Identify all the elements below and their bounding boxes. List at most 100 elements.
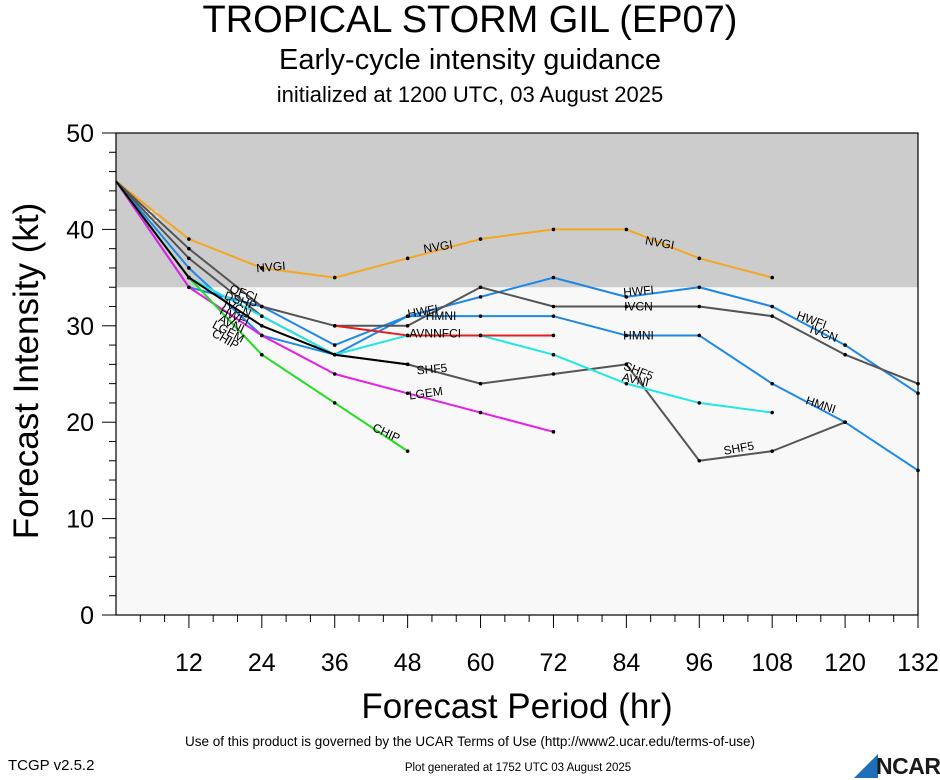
x-tick-label: 24 <box>248 649 276 677</box>
data-point-shf5 <box>770 449 774 453</box>
series-label-shf5: SHF5 <box>722 439 755 458</box>
ncar-logo: NCAR <box>852 752 940 780</box>
series-label-shf5: SHF5 <box>416 361 448 378</box>
data-point-nvgi <box>478 237 483 241</box>
chart-title: TROPICAL STORM GIL (EP07) <box>202 0 738 41</box>
data-point-lgem <box>551 430 556 434</box>
data-point-hwfi <box>624 295 629 299</box>
data-point-ivcn <box>843 352 847 357</box>
series-label-nvgi: NVGI <box>422 238 453 256</box>
y-tick-label: 20 <box>66 409 94 437</box>
x-tick-label: 72 <box>540 649 568 677</box>
data-point-hwfi <box>551 275 556 280</box>
data-point-avni <box>260 314 264 318</box>
data-point-shf5 <box>843 420 847 425</box>
data-point-ivcn <box>405 324 410 328</box>
plot-frame <box>115 132 919 616</box>
series-label-avni: AVNI <box>621 370 651 390</box>
data-point-hmni <box>405 314 410 318</box>
data-point-hwfi <box>770 304 774 309</box>
data-point-chip <box>332 401 337 405</box>
data-point-ivcn <box>697 304 702 309</box>
data-point-chip <box>405 449 410 453</box>
y-tick-label: 10 <box>66 506 94 534</box>
version-label: TCGP v2.5.2 <box>8 757 95 774</box>
data-point-nfci <box>332 324 337 328</box>
data-point-hwfi <box>332 343 337 347</box>
data-point-hmni <box>478 314 483 318</box>
series-label-hmni: HMNI <box>426 309 457 323</box>
x-tick-label: 108 <box>751 649 793 677</box>
series-label-ivcn: IVCN <box>624 300 653 314</box>
x-tick-label: 120 <box>824 649 866 677</box>
data-point-lgem <box>405 391 410 396</box>
data-point-ivcn <box>551 304 556 309</box>
data-point-avni <box>624 381 629 386</box>
data-point-shf5 <box>478 381 483 386</box>
data-point-ivcn <box>187 246 191 251</box>
x-tick-label: 60 <box>467 649 495 677</box>
x-tick-label: 84 <box>612 649 640 677</box>
data-point-lgem <box>187 285 191 290</box>
series-label-avni: AVNI <box>409 327 436 341</box>
data-point-dshp <box>332 352 337 357</box>
y-axis-label: Forecast Intensity (kt) <box>7 203 46 539</box>
data-point-hmni <box>187 266 191 270</box>
data-point-lgem <box>478 410 483 415</box>
x-tick-label: 36 <box>321 649 349 677</box>
data-point-nvgi <box>187 237 191 241</box>
y-tick-label: 30 <box>66 313 94 341</box>
data-point-hwfi <box>478 295 483 299</box>
y-tick-label: 0 <box>80 602 94 630</box>
data-point-nvgi <box>551 227 556 232</box>
x-tick-label: 12 <box>175 649 203 677</box>
series-line-hwfi <box>115 180 919 395</box>
terms-of-use-notice: Use of this product is governed by the U… <box>185 734 755 749</box>
data-point-avni <box>551 352 556 357</box>
data-point-nfci <box>405 333 410 338</box>
data-point-ivcn <box>770 314 774 318</box>
data-point-shf5 <box>697 458 702 463</box>
data-point-chip <box>260 352 264 357</box>
data-point-nvgi <box>260 266 264 270</box>
ncar-logo-text: NCAR <box>876 753 940 779</box>
series-label-lgem: LGEM <box>408 384 444 403</box>
ncar-logo-mark-icon <box>854 754 878 778</box>
data-point-dshp <box>187 275 191 280</box>
series-label-hmni: HMNI <box>623 328 654 342</box>
generated-timestamp: Plot generated at 1752 UTC 03 August 202… <box>404 762 632 774</box>
data-point-avni <box>770 410 774 415</box>
ts-band <box>116 133 918 288</box>
data-point-nvgi <box>770 275 774 280</box>
data-point-nvgi <box>332 275 337 280</box>
y-tick-label: 50 <box>66 120 94 148</box>
series-line-ivcn <box>115 180 919 385</box>
data-point-hmni <box>624 333 629 338</box>
data-point-nfci <box>551 333 556 338</box>
data-point-ivcn <box>624 304 629 309</box>
series-label-nvgi: NVGI <box>256 259 286 276</box>
data-point-nfci <box>478 333 483 338</box>
data-point-ivcn <box>478 285 483 290</box>
data-point-hmni <box>770 381 774 386</box>
data-point-nvgi <box>697 256 702 261</box>
series-line-hmni <box>115 180 919 472</box>
data-point-nvgi <box>624 227 629 232</box>
series-label-hwfi: HWFI <box>407 302 440 321</box>
data-point-dshp <box>405 362 410 367</box>
x-axis-label: Forecast Period (hr) <box>361 687 672 726</box>
data-point-shf5 <box>551 372 556 376</box>
y-tick-label: 40 <box>66 216 94 244</box>
data-point-lgem <box>260 333 264 338</box>
data-point-nvgi <box>405 256 410 261</box>
data-point-avni <box>697 401 702 405</box>
data-point-hwfi <box>843 343 847 347</box>
data-point-dshp <box>260 324 264 328</box>
x-tick-label: 132 <box>897 649 939 677</box>
data-point-hmni <box>551 314 556 318</box>
series-label-nvgi: NVGI <box>644 233 675 252</box>
data-point-shf5 <box>624 362 629 367</box>
series-line-nvgi <box>115 180 773 279</box>
x-tick-label: 96 <box>685 649 713 677</box>
